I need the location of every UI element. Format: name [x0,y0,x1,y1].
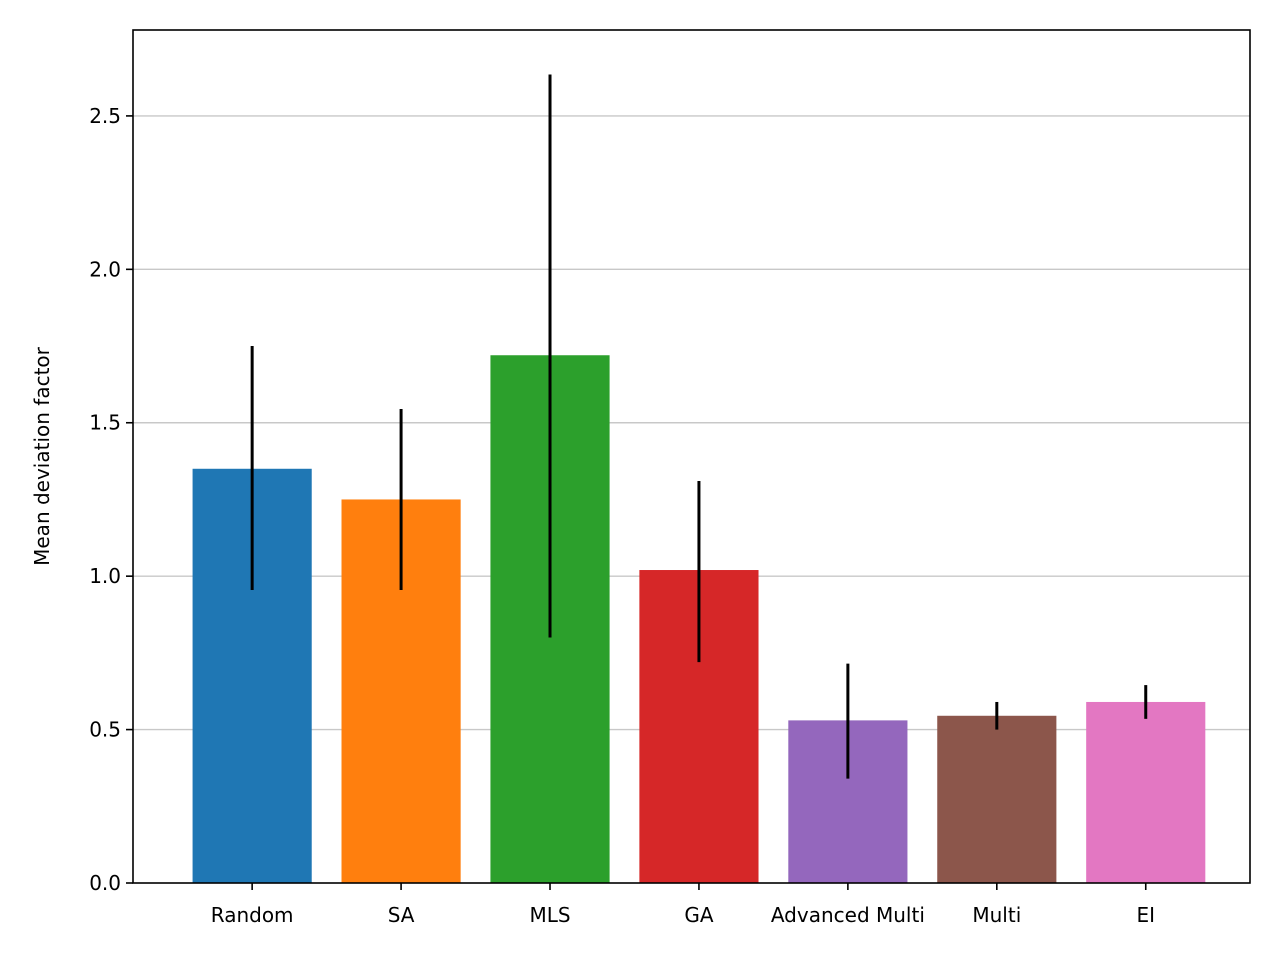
x-tick-label: SA [388,903,415,927]
y-tick-label: 1.0 [89,564,121,588]
x-tick-label: GA [684,903,713,927]
plot-frame [132,29,1251,884]
y-axis-label: Mean deviation factor [30,346,54,566]
y-tick-label: 2.0 [89,257,121,281]
y-tick-label: 1.5 [89,411,121,435]
x-tick-label: Advanced Multi [771,903,925,927]
y-tick-label: 0.5 [89,718,121,742]
y-axis-ticks: 0.0 0.5 1.0 1.5 2.0 2.5 [89,104,133,895]
grid-lines [133,115,1250,731]
x-tick-label: MLS [529,903,570,927]
bar-multi [937,715,1057,883]
error-bars [250,74,1148,779]
x-tick-label: Random [211,903,294,927]
x-axis-ticks: Random SA MLS GA Advanced Multi Multi EI [211,883,1155,927]
x-tick-label: Multi [972,903,1021,927]
bar-ei [1086,701,1206,883]
y-tick-label: 2.5 [89,104,121,128]
x-tick-label: EI [1136,903,1155,927]
y-tick-label: 0.0 [89,871,121,895]
